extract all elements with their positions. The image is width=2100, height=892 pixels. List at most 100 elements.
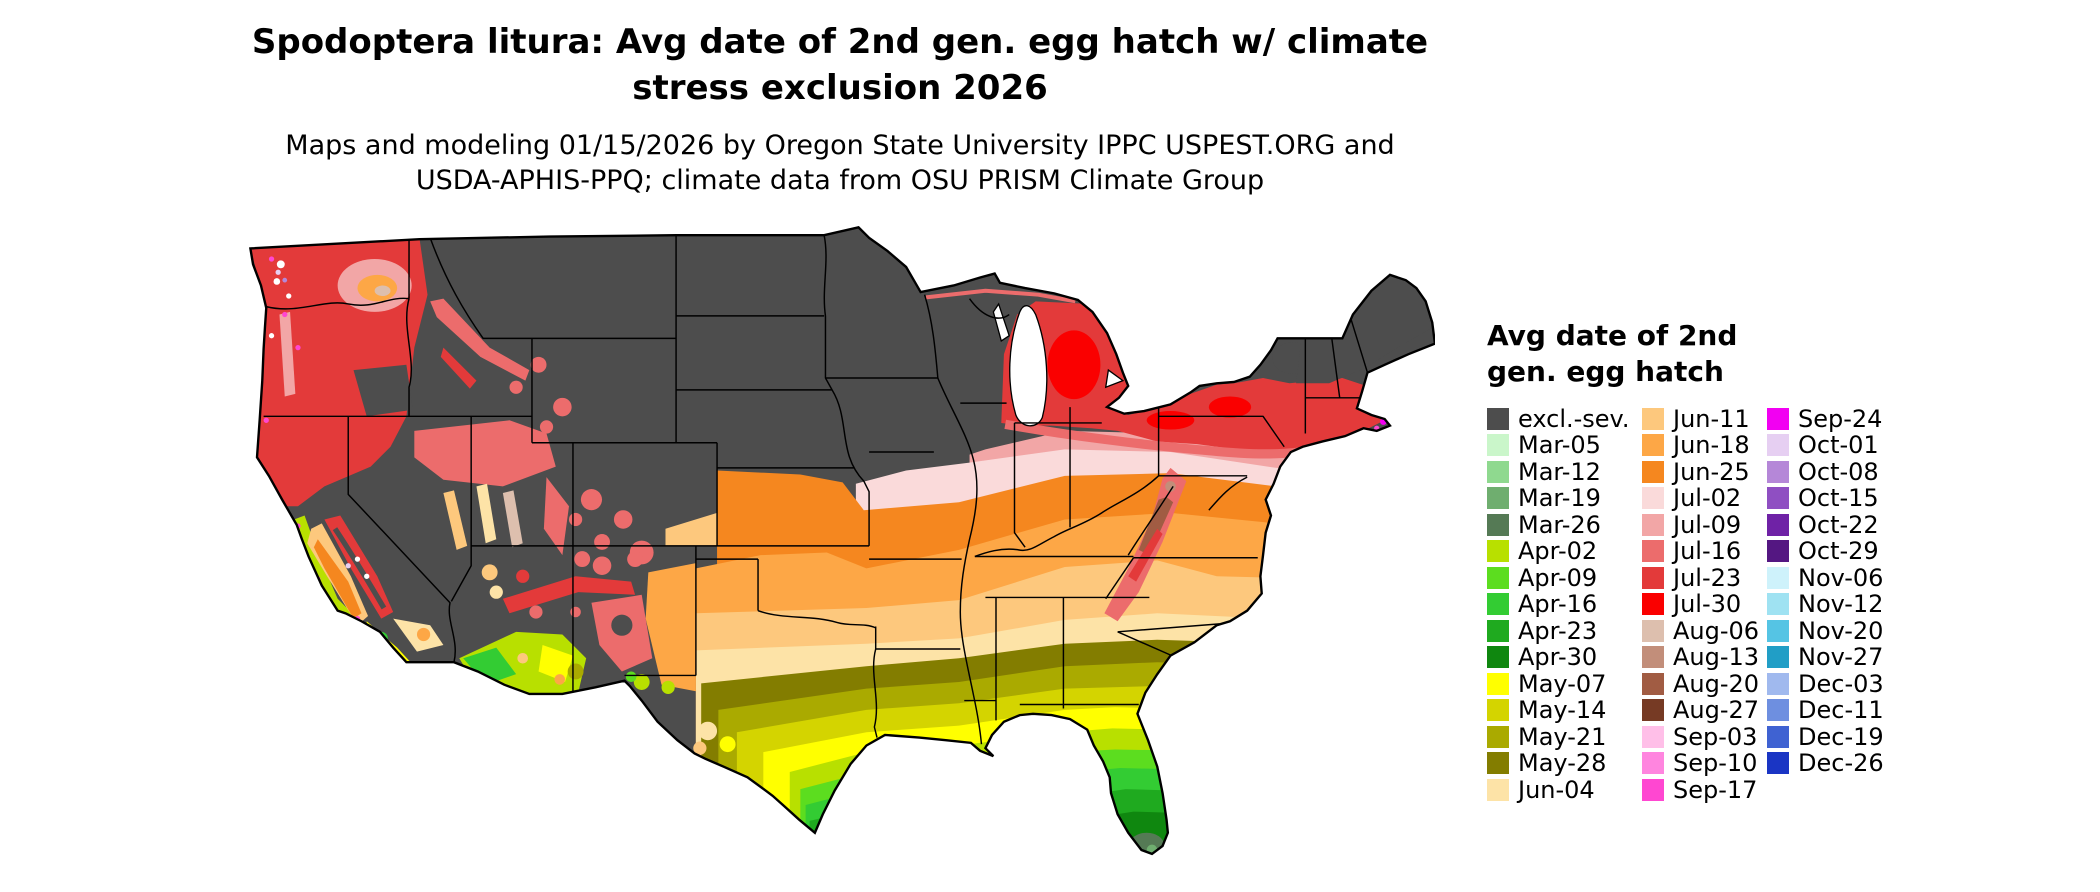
legend-swatch — [1767, 434, 1789, 457]
map-header: Spodoptera litura: Avg date of 2nd gen. … — [190, 20, 1490, 199]
legend-entry-label: Sep-10 — [1673, 749, 1758, 778]
legend-entry: Oct-29 — [1767, 538, 1907, 565]
legend-entry-label: Dec-19 — [1798, 722, 1884, 751]
legend-swatch — [1642, 699, 1664, 722]
map-northeast-red-region — [925, 274, 1433, 459]
legend-entry: Apr-02 — [1487, 538, 1642, 565]
legend-entry: Jul-09 — [1642, 512, 1767, 539]
legend-swatch — [1767, 646, 1789, 669]
legend-entry-label: Jun-25 — [1673, 457, 1750, 486]
legend-swatch — [1487, 513, 1509, 536]
legend-entry-label: Dec-11 — [1798, 696, 1884, 725]
legend-entry: Aug-06 — [1642, 618, 1767, 645]
legend-swatch — [1487, 752, 1509, 775]
legend-swatch — [1642, 434, 1664, 457]
legend-swatch — [1642, 460, 1664, 483]
legend-entry: Dec-19 — [1767, 724, 1907, 751]
legend-column: Sep-24 Oct-01 Oct-08 Oct-15 Oct-22 Oct-29 Nov-… — [1767, 406, 1907, 804]
legend-swatch — [1642, 540, 1664, 563]
legend-entry: Nov-27 — [1767, 644, 1907, 671]
legend-swatch — [1767, 619, 1789, 642]
legend-entry: May-28 — [1487, 750, 1642, 777]
legend-entry-label: Jun-11 — [1673, 404, 1750, 433]
legend-swatch — [1642, 487, 1664, 510]
legend-entry-label: Mar-26 — [1518, 510, 1601, 539]
legend-title: Avg date of 2nd gen. egg hatch — [1487, 318, 2087, 390]
legend-entry-label: Oct-01 — [1798, 431, 1879, 460]
legend-entry-label: Sep-03 — [1673, 722, 1758, 751]
legend-entry: Jul-16 — [1642, 538, 1767, 565]
legend-entry-label: Jul-30 — [1673, 590, 1742, 619]
legend-entry: Aug-20 — [1642, 671, 1767, 698]
map-legend: Avg date of 2nd gen. egg hatch excl.-sev… — [1487, 318, 2087, 803]
us-map — [249, 226, 1437, 856]
legend-entry: Apr-09 — [1487, 565, 1642, 592]
legend-entry-label: Nov-12 — [1798, 590, 1884, 619]
legend-swatch — [1487, 540, 1509, 563]
legend-entry: May-21 — [1487, 724, 1642, 751]
legend-columns: excl.-sev. Mar-05 Mar-12 Mar-19 Mar-26 Apr-02… — [1487, 406, 2087, 804]
legend-entry-label: Jul-02 — [1673, 484, 1742, 513]
legend-entry-label: Jul-16 — [1673, 537, 1742, 566]
legend-entry: Dec-03 — [1767, 671, 1907, 698]
legend-swatch — [1767, 672, 1789, 695]
legend-swatch — [1642, 513, 1664, 536]
legend-entry: Oct-01 — [1767, 432, 1907, 459]
legend-entry: Jul-30 — [1642, 591, 1767, 618]
legend-entry: Mar-05 — [1487, 432, 1642, 459]
legend-entry-label: Aug-27 — [1673, 696, 1760, 725]
legend-entry: Nov-20 — [1767, 618, 1907, 645]
legend-entry-label: Nov-06 — [1798, 563, 1884, 592]
legend-entry-label: Mar-19 — [1518, 484, 1601, 513]
legend-entry-label: Nov-20 — [1798, 616, 1884, 645]
legend-entry: Nov-06 — [1767, 565, 1907, 592]
legend-entry: Mar-12 — [1487, 459, 1642, 486]
legend-entry-label: Apr-30 — [1518, 643, 1598, 672]
legend-entry-label: Nov-27 — [1798, 643, 1884, 672]
legend-entry: Jun-11 — [1642, 406, 1767, 433]
green-bay — [992, 302, 1011, 343]
legend-entry: May-07 — [1487, 671, 1642, 698]
legend-entry: Apr-30 — [1487, 644, 1642, 671]
legend-entry-label: Jul-09 — [1673, 510, 1742, 539]
legend-column: excl.-sev. Mar-05 Mar-12 Mar-19 Mar-26 Apr-02… — [1487, 406, 1642, 804]
legend-entry: Dec-26 — [1767, 750, 1907, 777]
legend-entry-label: excl.-sev. — [1518, 404, 1630, 433]
legend-entry-label: Apr-16 — [1518, 590, 1598, 619]
legend-entry-label: Dec-03 — [1798, 669, 1884, 698]
legend-entry-label: Jun-04 — [1518, 775, 1595, 804]
northern-new-england-gray — [1296, 274, 1433, 384]
legend-entry: excl.-sev. — [1487, 406, 1642, 433]
legend-entry: Sep-17 — [1642, 777, 1767, 804]
legend-entry: Jun-04 — [1487, 777, 1642, 804]
legend-swatch — [1767, 513, 1789, 536]
page-subtitle: Maps and modeling 01/15/2026 by Oregon S… — [190, 128, 1490, 199]
legend-swatch — [1487, 566, 1509, 589]
legend-swatch — [1642, 752, 1664, 775]
legend-entry-label: Oct-08 — [1798, 457, 1879, 486]
legend-entry: Oct-15 — [1767, 485, 1907, 512]
legend-swatch — [1487, 725, 1509, 748]
page-title-line2: stress exclusion 2026 — [632, 67, 1048, 108]
legend-swatch — [1642, 566, 1664, 589]
page-subtitle-line2: USDA-APHIS-PPQ; climate data from OSU PR… — [415, 165, 1265, 197]
legend-entry: Jul-23 — [1642, 565, 1767, 592]
page-subtitle-line1: Maps and modeling 01/15/2026 by Oregon S… — [285, 129, 1395, 161]
legend-entry-label: Apr-23 — [1518, 616, 1598, 645]
legend-swatch — [1487, 593, 1509, 616]
northern-rockies-red — [430, 298, 530, 381]
lake-michigan — [1009, 305, 1048, 427]
legend-swatch — [1767, 460, 1789, 483]
legend-entry: Aug-13 — [1642, 644, 1767, 671]
legend-swatch — [1642, 646, 1664, 669]
legend-entry: Sep-03 — [1642, 724, 1767, 751]
legend-entry-label: Jun-18 — [1673, 431, 1750, 460]
legend-entry-label: May-21 — [1518, 722, 1607, 751]
legend-swatch — [1767, 566, 1789, 589]
legend-swatch — [1487, 460, 1509, 483]
state-borders — [263, 235, 1380, 745]
legend-entry-label: Apr-09 — [1518, 563, 1598, 592]
map-date-bands — [665, 430, 1435, 854]
legend-entry: May-14 — [1487, 697, 1642, 724]
mogollon-rim-red — [502, 576, 636, 614]
